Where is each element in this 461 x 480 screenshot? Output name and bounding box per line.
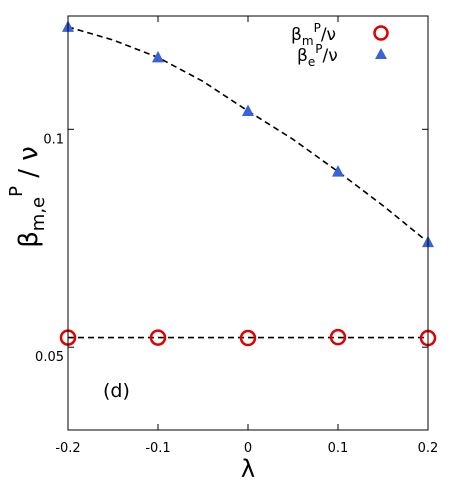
legend: βmP/ν βeP/ν <box>291 21 389 69</box>
data-point-circle <box>239 329 257 347</box>
data-point-circle <box>149 329 167 346</box>
fit-lines <box>67 26 429 339</box>
x-tick-label: -0.2 <box>55 441 80 456</box>
x-axis-title: λ <box>241 455 255 480</box>
y-axis-title-superscript: P <box>6 186 27 197</box>
tick-labels: -0.2 -0.1 0 0.1 0.2 0.05 0.1 <box>35 132 438 456</box>
x-tick-label: -0.1 <box>145 441 170 456</box>
y-axis-title-base: β <box>14 231 44 248</box>
fit-line-series-1 <box>67 26 429 243</box>
y-tick-label: 0.05 <box>35 350 64 365</box>
data-point-triangle <box>242 104 254 117</box>
legend-label-beta-m: βmP/ν <box>291 21 336 48</box>
data-point-triangle <box>152 50 164 63</box>
data-markers <box>59 20 437 347</box>
data-point-triangle <box>332 165 344 177</box>
legend-marker-triangle <box>375 48 387 59</box>
x-tick-label: 0.1 <box>328 441 349 456</box>
data-point-circle <box>329 328 347 346</box>
tick-marks <box>67 16 429 430</box>
y-axis-title-tail: / ν <box>14 146 44 186</box>
legend-marker-open-circle <box>373 25 389 41</box>
plot-frame <box>67 15 429 431</box>
y-axis-title-subscript: m,e <box>28 197 49 231</box>
x-tick-label: 0 <box>244 441 252 456</box>
legend-label-beta-e: βeP/ν <box>297 42 338 69</box>
y-axis-title: βm,eP / ν <box>6 146 49 248</box>
y-tick-label: 0.1 <box>43 132 64 147</box>
panel-label: (d) <box>103 380 130 402</box>
x-tick-label: 0.2 <box>418 441 439 456</box>
